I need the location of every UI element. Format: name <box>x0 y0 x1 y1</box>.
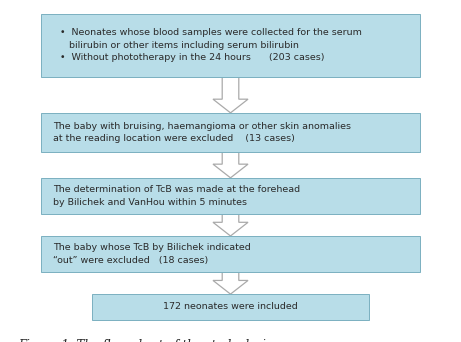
Polygon shape <box>213 152 248 178</box>
Text: •  Neonates whose blood samples were collected for the serum
   bilirubin or oth: • Neonates whose blood samples were coll… <box>60 28 362 62</box>
Text: The baby whose TcB by Bilichek indicated
“out” were excluded   (18 cases): The baby whose TcB by Bilichek indicated… <box>53 243 251 265</box>
FancyBboxPatch shape <box>41 14 420 77</box>
Text: The determination of TcB was made at the forehead
by Bilichek and VanHou within : The determination of TcB was made at the… <box>53 185 300 207</box>
Polygon shape <box>213 214 248 236</box>
FancyBboxPatch shape <box>92 294 369 320</box>
Polygon shape <box>213 272 248 294</box>
Text: 172 neonates were included: 172 neonates were included <box>163 302 298 312</box>
Polygon shape <box>213 77 248 113</box>
FancyBboxPatch shape <box>41 236 420 272</box>
Text: Figure 1. The flow chart of the study design.: Figure 1. The flow chart of the study de… <box>18 339 285 342</box>
FancyBboxPatch shape <box>41 178 420 214</box>
Text: The baby with bruising, haemangioma or other skin anomalies
at the reading locat: The baby with bruising, haemangioma or o… <box>53 122 351 143</box>
FancyBboxPatch shape <box>41 113 420 152</box>
